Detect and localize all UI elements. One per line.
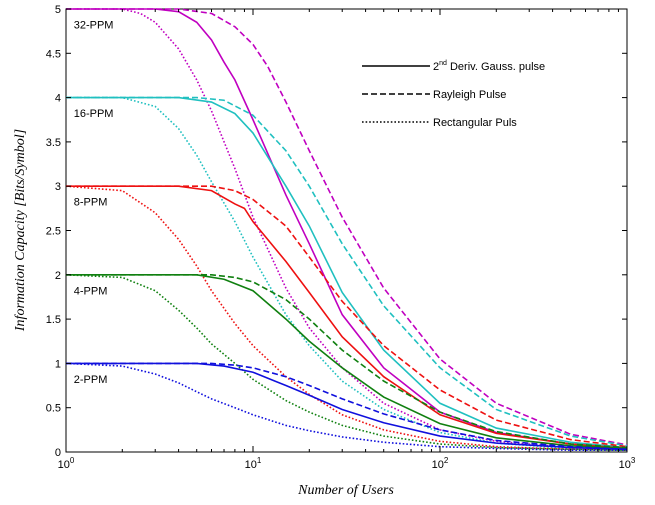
series-line-2-ppm-dotted	[65, 362, 627, 452]
series-line-32-ppm-solid	[66, 8, 628, 449]
group-label-2-ppm: 2-PPM	[74, 374, 108, 386]
series-line-32-ppm-dashed	[66, 8, 628, 446]
y-tick-label: 4.5	[46, 48, 61, 60]
group-label-4-ppm: 4-PPM	[74, 285, 108, 297]
series-line-16-ppm-solid	[66, 96, 628, 449]
group-label-8-ppm: 8-PPM	[74, 197, 108, 209]
series-line-2-ppm-dashed	[66, 362, 628, 451]
series-line-8-ppm-solid	[66, 185, 628, 450]
plot-frame	[65, 8, 628, 453]
series-line-16-ppm-dashed	[66, 96, 628, 447]
group-label-32-ppm: 32-PPM	[74, 19, 114, 31]
group-labels: 32-PPM 16-PPM 8-PPM 4-PPM 2-PPM	[74, 19, 114, 385]
series-line-2-ppm-solid	[66, 362, 628, 451]
series-line-4-ppm-solid	[66, 273, 628, 450]
series-line-16-ppm-dotted	[66, 96, 628, 451]
y-tick-label: 0	[55, 447, 61, 459]
series-line-4-ppm-dashed	[66, 273, 628, 449]
y-tick-label: 4	[55, 93, 61, 105]
legend: 2nd Deriv. Gauss. pulse Rayleigh Pulse Rec…	[362, 60, 545, 129]
series-line-8-ppm-dashed	[66, 185, 628, 448]
x-tick-label: 103	[619, 456, 636, 471]
x-axis-title: Number of Users	[297, 483, 394, 498]
legend-label-dashed: Rayleigh Pulse	[433, 89, 506, 101]
y-tick-label: 1.5	[46, 314, 61, 326]
series-line-32-ppm-dotted	[66, 8, 628, 451]
y-tick-label: 3	[55, 181, 61, 193]
x-tick-label: 101	[245, 456, 262, 471]
y-axis-title: Information Capacity [Bits/Symbol]	[13, 129, 28, 332]
y-tick-label: 2	[55, 270, 61, 282]
series-layer	[65, 8, 628, 452]
y-tick-label: 2.5	[46, 226, 61, 238]
ticks-layer: 0 0.5 1 1.5 2 2.5 3 3.5 4 4.5 5 100 101 102 103	[46, 4, 636, 471]
series-line-4-ppm-dotted	[65, 274, 628, 452]
y-tick-label: 5	[55, 4, 61, 16]
group-label-16-ppm: 16-PPM	[74, 108, 114, 120]
y-tick-label: 0.5	[46, 403, 61, 415]
series-line-8-ppm-dotted	[65, 185, 628, 452]
legend-label-solid: 2nd Deriv. Gauss. pulse	[433, 60, 545, 73]
x-tick-label: 102	[432, 456, 449, 471]
legend-label-dotted: Rectangular Puls	[433, 117, 517, 129]
y-tick-label: 1	[55, 358, 61, 370]
y-tick-label: 3.5	[46, 137, 61, 149]
x-tick-label: 100	[58, 456, 75, 471]
